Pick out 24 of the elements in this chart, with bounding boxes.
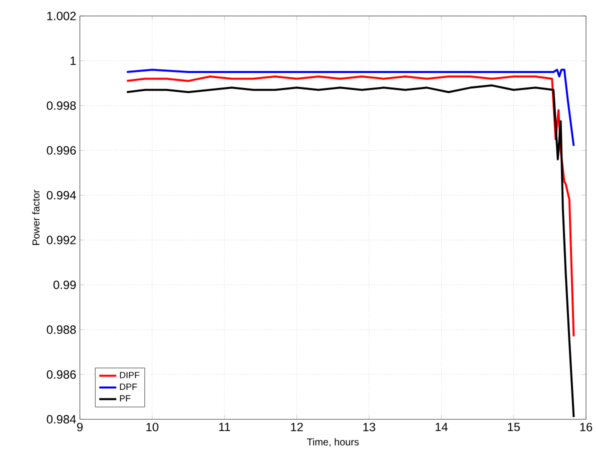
y-tick-label: 0.986 [46, 370, 76, 379]
y-tick-label: 0.994 [46, 190, 76, 200]
y-tick-label: 0.996 [46, 146, 76, 155]
y-tick-label: 0.998 [46, 101, 76, 110]
legend-label: DIPF [120, 372, 140, 378]
y-tick-label: 0.99 [54, 280, 76, 289]
legend-label: PF [120, 395, 130, 402]
x-tick-label: 11 [219, 422, 230, 431]
y-tick-label: 0.984 [46, 414, 76, 424]
line-series [126, 75, 575, 338]
legend-label: DPF [120, 384, 137, 390]
x-tick-label: 16 [580, 422, 592, 432]
x-tick-label: 12 [291, 422, 303, 432]
x-axis-title: Time, hours [306, 438, 359, 447]
x-tick-label: 15 [508, 422, 520, 432]
y-tick-label: 0.988 [46, 325, 76, 334]
x-tick-label: 14 [436, 422, 448, 431]
x-tick-label: 9 [77, 422, 83, 432]
x-tick-label: 13 [363, 422, 376, 432]
y-tick-label: 1 [70, 56, 76, 65]
y-tick-label: 0.992 [46, 236, 76, 244]
y-axis-title: Power factor [32, 190, 40, 245]
x-tick-label: 10 [146, 422, 158, 432]
y-tick-label: 1.002 [47, 12, 76, 20]
